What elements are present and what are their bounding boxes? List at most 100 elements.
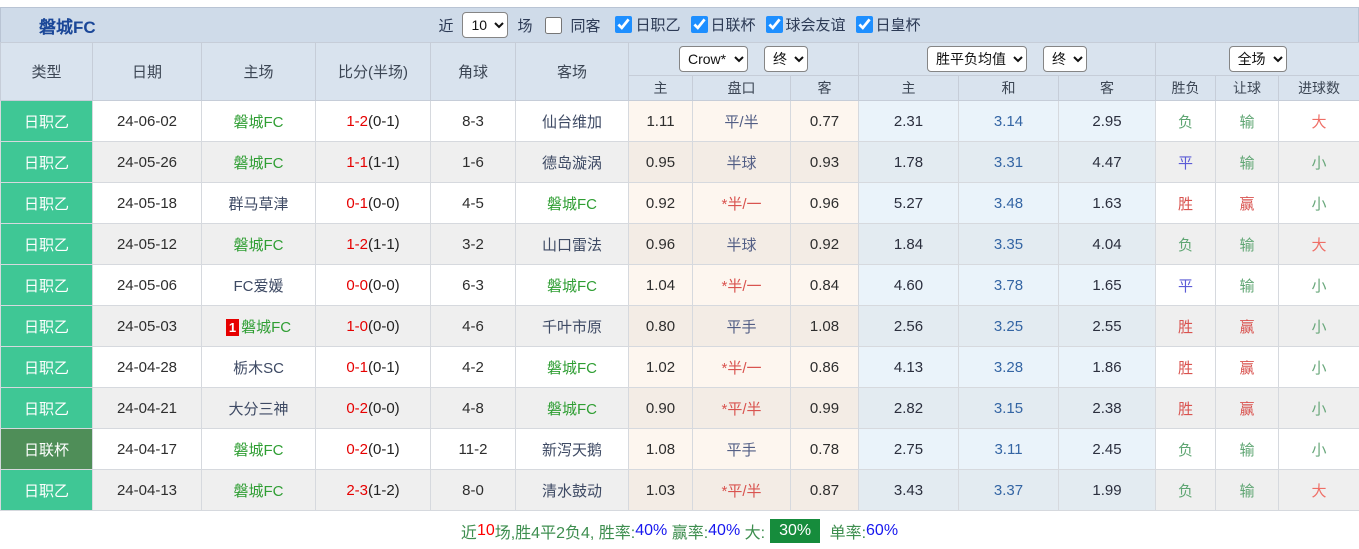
goals-cell: 小 <box>1278 387 1359 429</box>
goals-cell: 小 <box>1278 305 1359 347</box>
team-name: 磐城FC <box>233 154 284 172</box>
odds-home-cell: 1.03 <box>628 469 693 511</box>
avg-away-cell: 4.47 <box>1058 141 1157 183</box>
col-header-corner: 角球 <box>430 42 516 101</box>
handicap-result-cell: 输 <box>1215 264 1280 306</box>
match-row: 日职乙 24-05-26 磐城FC 1-1(1-1) 1-6 德岛漩涡 0.95 半球 0.93… <box>0 141 1359 183</box>
handicap-cell: *平/半 <box>692 387 791 429</box>
team-name: 磐城FC <box>547 359 597 377</box>
away-team-cell: 清水鼓动 <box>515 469 629 511</box>
league-filter-checkbox[interactable] <box>615 15 633 33</box>
avg-away-cell: 2.95 <box>1058 100 1157 142</box>
avg-draw-cell: 3.37 <box>958 469 1060 511</box>
avg-home-cell: 2.31 <box>858 100 960 142</box>
avg-draw-cell: 3.11 <box>958 428 1060 470</box>
league-filter-label: 球会友谊 <box>785 16 846 34</box>
halftime-score: (0-0) <box>368 194 400 212</box>
handicap-cell: *半/一 <box>692 264 791 306</box>
score-cell: 2-3(1-2) <box>315 469 431 511</box>
avg-group-header: 胜平负均值 终 <box>858 42 1157 76</box>
col-header-type: 类型 <box>0 42 93 101</box>
team-name-title: 磐城FC <box>39 18 96 37</box>
handicap-result-cell: 输 <box>1215 223 1280 265</box>
odds-away-cell: 0.99 <box>789 387 860 429</box>
avg-time-select[interactable]: 终 <box>1043 46 1088 72</box>
handicap-cell: 半球 <box>692 223 791 265</box>
fulltime-score: 0-1 <box>346 358 368 376</box>
match-row: 日职乙 24-05-06 FC爱媛 0-0(0-0) 6-3 磐城FC 1.04 *半/一 0.… <box>0 264 1359 306</box>
corner-cell: 8-0 <box>430 469 516 511</box>
away-team-cell: 山口雷法 <box>515 223 629 265</box>
score-cell: 1-1(1-1) <box>315 141 431 183</box>
league-filter-checkbox[interactable] <box>690 15 708 33</box>
match-row: 日联杯 24-04-17 磐城FC 0-2(0-1) 11-2 新泻天鹅 1.08 平手 0.7… <box>0 428 1359 470</box>
avg-draw-cell: 3.78 <box>958 264 1060 306</box>
team-name: 磐城FC <box>233 441 284 459</box>
result-cell: 负 <box>1155 100 1217 142</box>
corner-cell: 4-6 <box>430 305 516 347</box>
team-name: 山口雷法 <box>541 236 602 254</box>
league-badge: 日联杯 <box>0 428 93 470</box>
team-name: 磐城FC <box>547 195 597 213</box>
fulltime-score: 1-2 <box>346 235 368 253</box>
avg-draw-cell: 3.25 <box>958 305 1060 347</box>
recent-count-select[interactable]: 10 <box>462 12 509 38</box>
league-filter-checkbox[interactable] <box>855 15 873 33</box>
home-team-cell: 磐城FC <box>201 223 316 265</box>
same-away-checkbox[interactable] <box>545 16 563 34</box>
avg-away-cell: 4.04 <box>1058 223 1157 265</box>
odds-home-cell: 0.92 <box>628 182 693 224</box>
date-cell: 24-05-18 <box>92 182 202 224</box>
result-cell: 负 <box>1155 469 1217 511</box>
handicap-cell: *半/一 <box>692 182 791 224</box>
title-bar: 磐城FC 近 10 场 同客 日职乙 日联杯 球会友谊 日皇杯 <box>0 7 1359 42</box>
red-card-badge: 1 <box>225 318 240 336</box>
home-team-cell: 磐城FC <box>201 469 316 511</box>
corner-cell: 1-6 <box>430 141 516 183</box>
team-name: 磐城FC <box>547 400 597 418</box>
fulltime-score: 0-0 <box>346 276 368 294</box>
result-cell: 胜 <box>1155 305 1217 347</box>
halftime-score: (1-2) <box>368 481 400 499</box>
league-badge: 日职乙 <box>0 264 93 306</box>
team-name: FC爱媛 <box>233 277 284 295</box>
team-name: 磐城FC <box>241 318 292 336</box>
avg-home-cell: 4.13 <box>858 346 960 388</box>
goals-cell: 小 <box>1278 264 1359 306</box>
team-name: 仙台维加 <box>541 113 602 131</box>
away-team-cell: 德岛漩涡 <box>515 141 629 183</box>
summary-segment: 10 <box>476 521 495 539</box>
avg-home-cell: 2.75 <box>858 428 960 470</box>
handicap-result-cell: 赢 <box>1215 305 1280 347</box>
scope-select[interactable]: 全场 <box>1228 46 1287 72</box>
summary-segment: 近 <box>460 524 477 542</box>
halftime-score: (0-0) <box>368 276 400 294</box>
date-cell: 24-05-26 <box>92 141 202 183</box>
league-filter-checkbox[interactable] <box>765 15 783 33</box>
avg-odds-select[interactable]: 胜平负均值 <box>927 46 1028 72</box>
score-cell: 0-2(0-0) <box>315 387 431 429</box>
summary-segment: 赢率: <box>667 524 709 542</box>
goals-cell: 小 <box>1278 182 1359 224</box>
goals-cell: 大 <box>1278 100 1359 142</box>
team-name: 磐城FC <box>233 113 284 131</box>
league-badge: 日职乙 <box>0 100 93 142</box>
league-filter-item: 日职乙 <box>605 14 681 35</box>
handicap-cell: *半/一 <box>692 346 791 388</box>
league-badge: 日职乙 <box>0 223 93 265</box>
avg-home-cell: 1.84 <box>858 223 960 265</box>
match-row: 日职乙 24-05-03 1 磐城FC 1-0(0-0) 4-6 千叶市原 0.80 平手 1.0… <box>0 305 1359 347</box>
avg-draw-cell: 3.28 <box>958 346 1060 388</box>
result-cell: 平 <box>1155 141 1217 183</box>
result-cell: 平 <box>1155 264 1217 306</box>
subheader-result: 胜负 <box>1155 75 1217 101</box>
goals-cell: 小 <box>1278 346 1359 388</box>
odds-time-select[interactable]: 终 <box>764 46 808 72</box>
score-cell: 0-1(0-0) <box>315 182 431 224</box>
away-team-cell: 磐城FC <box>515 264 629 306</box>
home-team-cell: 磐城FC <box>201 428 316 470</box>
odds-company-select[interactable]: Crow* <box>679 46 748 72</box>
match-row: 日职乙 24-04-13 磐城FC 2-3(1-2) 8-0 清水鼓动 1.03 *平/半 0.… <box>0 469 1359 511</box>
league-badge: 日职乙 <box>0 387 93 429</box>
avg-home-cell: 2.56 <box>858 305 960 347</box>
